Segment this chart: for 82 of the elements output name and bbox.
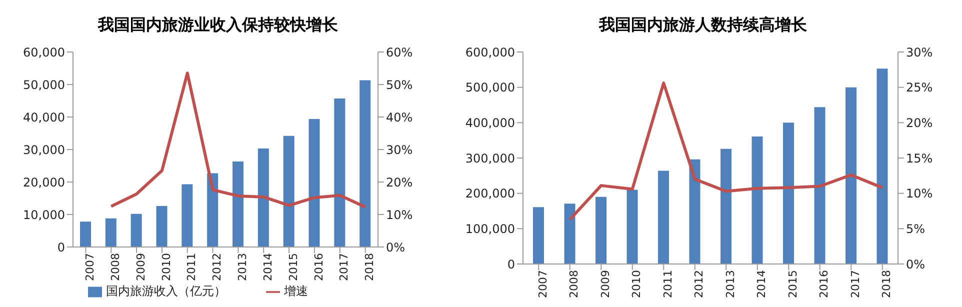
bar (596, 196, 606, 264)
y-tick-label: 30,000 (23, 142, 65, 157)
bar (232, 162, 244, 247)
line-series (110, 72, 367, 209)
bar (814, 107, 826, 264)
x-tick-label: 2017 (338, 253, 351, 281)
y-tick-label: 50,000 (23, 78, 65, 92)
legend-label: 国内旅游收入（亿元） (106, 284, 226, 298)
bar (658, 170, 669, 264)
bar (533, 207, 544, 264)
y2-tick-label: 40% (386, 110, 413, 124)
bar (105, 218, 116, 247)
y2-tick-label: 0% (906, 257, 926, 272)
x-tick-label: 2011 (185, 253, 198, 281)
bar (283, 136, 294, 247)
y2-tick-label: 5% (906, 222, 926, 236)
x-tick-label: 2008 (568, 270, 581, 298)
bar (334, 98, 346, 247)
x-tick-label: 2018 (363, 253, 376, 281)
y-tick-label: 600,000 (465, 45, 515, 60)
y-tick-label: 500,000 (465, 80, 515, 95)
bar (752, 136, 763, 264)
y2-tick-label: 20% (906, 116, 933, 130)
bar (720, 148, 732, 264)
bar (130, 214, 142, 247)
x-tick-label: 2012 (692, 270, 706, 298)
y2-tick-label: 30% (906, 45, 933, 60)
bar (308, 118, 320, 247)
x-tick-label: 2016 (312, 253, 326, 281)
bar (626, 190, 638, 264)
x-tick-label: 2010 (160, 253, 173, 281)
y2-tick-label: 10% (386, 208, 413, 222)
y-tick-label: 40,000 (23, 110, 65, 124)
x-tick-label: 2012 (210, 253, 224, 281)
x-tick-label: 2007 (536, 270, 550, 298)
x-tick-label: 2016 (818, 270, 831, 298)
x-tick-label: 2009 (134, 253, 148, 281)
x-tick-label: 2007 (84, 253, 97, 281)
x-tick-label: 2011 (661, 270, 674, 298)
bar (689, 159, 700, 264)
bar (846, 87, 856, 264)
bar (783, 122, 794, 264)
y2-tick-label: 60% (386, 45, 413, 60)
bar (258, 148, 269, 247)
y2-tick-label: 25% (906, 80, 933, 95)
y-tick-label: 0 (57, 240, 65, 254)
y2-tick-label: 0% (386, 240, 406, 254)
y-tick-label: 0 (507, 257, 515, 272)
y2-tick-label: 10% (906, 186, 933, 201)
y-tick-label: 60,000 (23, 45, 65, 60)
chart-title: 我国国内旅游人数持续高增长 (598, 14, 808, 36)
y-tick-label: 400,000 (465, 116, 515, 130)
y2-tick-label: 20% (386, 175, 413, 190)
x-tick-label: 2018 (880, 270, 894, 298)
x-tick-label: 2014 (755, 270, 768, 298)
chart-title: 我国国内旅游业收入保持较快增长 (96, 14, 339, 36)
x-tick-label: 2008 (108, 253, 122, 281)
y2-tick-label: 15% (906, 151, 933, 166)
bar (360, 80, 371, 247)
x-tick-label: 2013 (724, 270, 737, 298)
y-tick-label: 20,000 (23, 175, 65, 190)
x-tick-label: 2013 (236, 253, 250, 281)
y2-tick-label: 50% (386, 78, 413, 92)
line-series (568, 82, 884, 221)
x-tick-label: 2014 (261, 253, 274, 281)
x-tick-label: 2010 (630, 270, 644, 298)
legend-label: 增速 (284, 284, 308, 298)
y-tick-label: 100,000 (465, 222, 515, 236)
x-tick-label: 2009 (598, 270, 612, 298)
bar (182, 184, 193, 247)
bar (207, 173, 218, 247)
x-tick-label: 2015 (286, 253, 300, 281)
y-tick-label: 200,000 (465, 186, 515, 201)
y-tick-label: 10,000 (23, 208, 65, 222)
x-tick-label: 2017 (848, 270, 862, 298)
bar (876, 68, 888, 264)
y2-tick-label: 30% (386, 142, 413, 157)
bar (80, 222, 91, 247)
bar (564, 204, 576, 264)
x-tick-label: 2015 (786, 270, 800, 298)
y-tick-label: 300,000 (465, 151, 515, 166)
bar (156, 206, 168, 247)
